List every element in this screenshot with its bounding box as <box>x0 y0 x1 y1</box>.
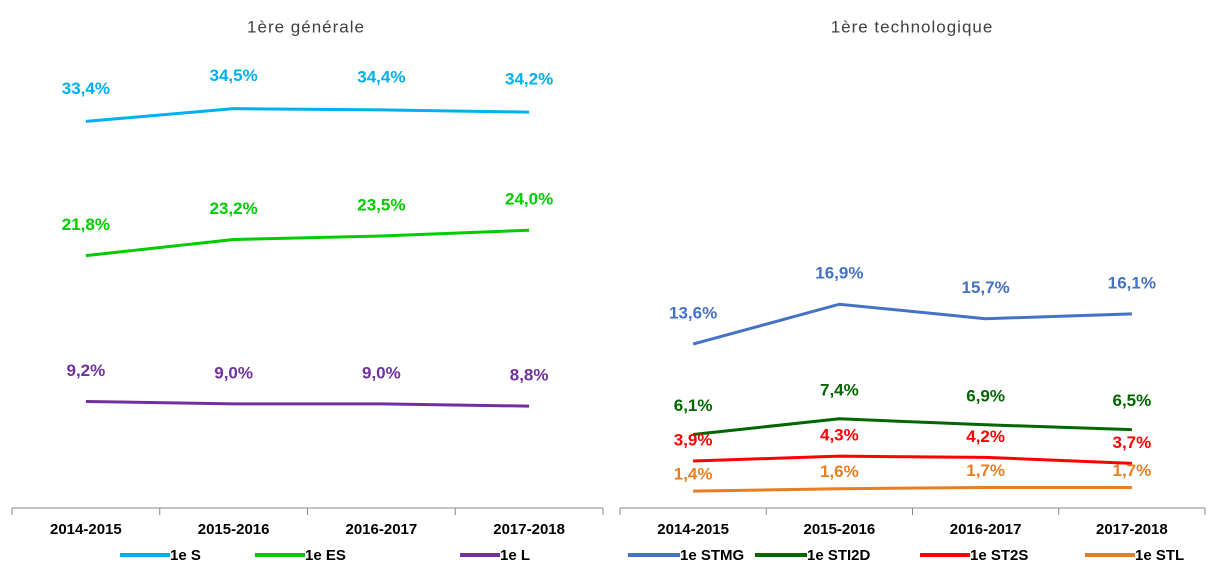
data-label: 1,7% <box>966 461 1005 480</box>
data-label: 3,7% <box>1113 433 1152 452</box>
x-tick-label: 2016-2017 <box>950 521 1022 538</box>
data-label: 34,2% <box>505 70 553 89</box>
data-label: 6,1% <box>674 396 713 415</box>
data-label: 4,3% <box>820 426 859 445</box>
data-label: 9,2% <box>67 361 106 380</box>
series-line <box>85 107 530 123</box>
data-label: 9,0% <box>214 363 253 382</box>
data-label: 3,9% <box>674 430 713 449</box>
x-tick-label: 2014-2015 <box>50 521 122 538</box>
legend-label: 1e ST2S <box>970 547 1028 564</box>
data-label: 8,8% <box>510 366 549 385</box>
x-tick-label: 2015-2016 <box>198 521 270 538</box>
series-line <box>85 228 530 258</box>
data-label: 23,2% <box>210 199 258 218</box>
legend-label: 1e ES <box>305 547 346 564</box>
series-line <box>692 302 1132 346</box>
x-tick-label: 2014-2015 <box>657 521 729 538</box>
legend-label: 1e STL <box>1135 547 1184 564</box>
data-label: 15,7% <box>962 278 1010 297</box>
legend-label: 1e L <box>500 547 530 564</box>
series-line <box>85 400 530 408</box>
x-tick-label: 2015-2016 <box>804 521 876 538</box>
data-label: 1,7% <box>1113 461 1152 480</box>
data-label: 16,9% <box>815 264 863 283</box>
data-label: 6,9% <box>966 386 1005 405</box>
data-label: 9,0% <box>362 363 401 382</box>
data-label: 24,0% <box>505 190 553 209</box>
data-label: 4,2% <box>966 427 1005 446</box>
series-line <box>693 454 1132 465</box>
data-label: 33,4% <box>62 79 110 98</box>
series-line <box>693 486 1132 493</box>
x-tick-label: 2016-2017 <box>346 521 418 538</box>
data-label: 16,1% <box>1108 273 1156 292</box>
legend-label: 1e STI2D <box>807 547 871 564</box>
x-tick-label: 2017-2018 <box>1096 521 1168 538</box>
chart-title: 1ère technologique <box>831 17 994 36</box>
data-label: 13,6% <box>669 304 717 323</box>
data-label: 23,5% <box>357 195 405 214</box>
data-label: 1,4% <box>674 465 713 484</box>
data-label: 21,8% <box>62 215 110 234</box>
data-label: 6,5% <box>1113 391 1152 410</box>
data-label: 7,4% <box>820 380 859 399</box>
series-line <box>692 417 1132 436</box>
x-tick-label: 2017-2018 <box>493 521 565 538</box>
chart-title: 1ère générale <box>247 17 365 36</box>
legend-label: 1e S <box>170 547 201 564</box>
legend-label: 1e STMG <box>680 547 744 564</box>
data-label: 34,4% <box>357 67 405 86</box>
data-label: 34,5% <box>210 66 258 85</box>
data-label: 1,6% <box>820 462 859 481</box>
